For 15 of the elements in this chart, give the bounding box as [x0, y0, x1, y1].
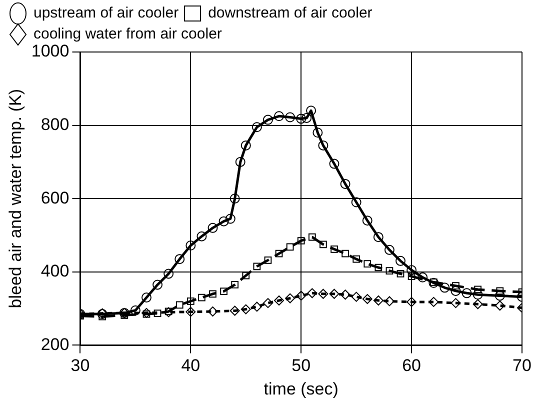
x-tick-label: 60	[402, 356, 422, 376]
legend-label: cooling water from air cooler	[34, 26, 222, 43]
legend-label: downstream of air cooler	[208, 4, 372, 22]
y-tick-label: 1000	[31, 42, 70, 61]
x-tick-label: 50	[292, 356, 311, 376]
x-tick-label: 30	[70, 356, 90, 376]
x-tick-label: 40	[181, 356, 200, 376]
x-axis-title: time (sec)	[264, 379, 338, 398]
y-tick-label: 800	[40, 114, 70, 134]
legend-label: upstream of air cooler	[34, 4, 179, 22]
y-axis-title: bleed air and water temp. (K)	[6, 88, 25, 308]
y-tick-label: 200	[40, 334, 70, 354]
x-tick-label: 70	[512, 356, 532, 376]
y-tick-label: 600	[40, 188, 70, 208]
y-tick-label: 400	[40, 262, 70, 281]
